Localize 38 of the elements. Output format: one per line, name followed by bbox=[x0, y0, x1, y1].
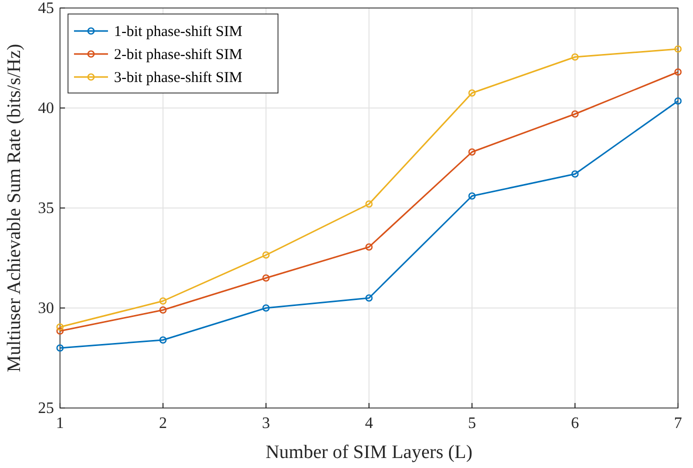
point bbox=[365, 243, 373, 251]
point bbox=[365, 200, 373, 208]
point bbox=[468, 89, 476, 97]
point bbox=[468, 148, 476, 156]
y-tick-label: 45 bbox=[38, 0, 54, 17]
y-tick-label: 40 bbox=[38, 100, 54, 117]
point bbox=[56, 327, 64, 335]
y-tick-label: 35 bbox=[38, 200, 54, 217]
point bbox=[468, 192, 476, 200]
point bbox=[262, 304, 270, 312]
y-tick-label: 30 bbox=[38, 300, 54, 317]
point bbox=[365, 294, 373, 302]
x-axis-title: Number of SIM Layers (L) bbox=[266, 442, 472, 463]
point bbox=[674, 68, 682, 76]
x-tick-label: 1 bbox=[56, 415, 64, 432]
x-tick-label: 3 bbox=[262, 415, 270, 432]
y-axis-title: Multiuser Achievable Sum Rate (bits/s/Hz) bbox=[4, 44, 25, 372]
point bbox=[262, 251, 270, 259]
legend-label: 3-bit phase-shift SIM bbox=[114, 70, 242, 86]
legend-label: 2-bit phase-shift SIM bbox=[114, 47, 242, 63]
x-tick-label: 4 bbox=[365, 415, 373, 432]
point bbox=[571, 170, 579, 178]
x-tick-label: 2 bbox=[159, 415, 167, 432]
point bbox=[674, 45, 682, 53]
point bbox=[159, 336, 167, 344]
point bbox=[674, 97, 682, 105]
legend-label: 1-bit phase-shift SIM bbox=[114, 24, 242, 40]
point bbox=[571, 110, 579, 118]
x-tick-label: 6 bbox=[571, 415, 579, 432]
x-tick-label: 7 bbox=[674, 415, 682, 432]
point bbox=[571, 53, 579, 61]
point bbox=[159, 297, 167, 305]
point bbox=[262, 274, 270, 282]
point bbox=[56, 344, 64, 352]
x-tick-label: 5 bbox=[468, 415, 476, 432]
point bbox=[159, 306, 167, 314]
point bbox=[56, 323, 64, 331]
y-tick-label: 25 bbox=[38, 400, 54, 417]
